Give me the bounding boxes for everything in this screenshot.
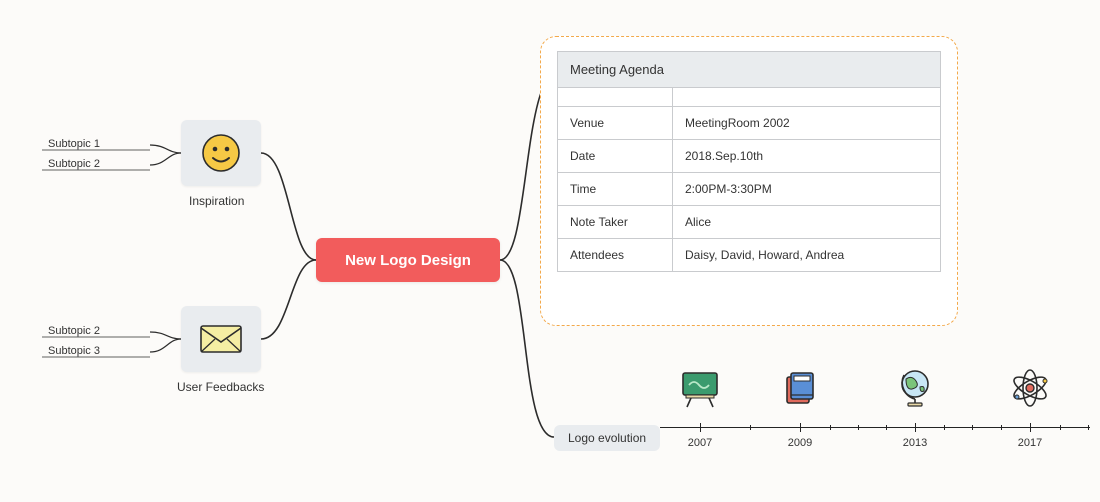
agenda-key-3: Note Taker <box>558 206 673 239</box>
agenda-key-0: Venue <box>558 107 673 140</box>
globe-icon <box>892 365 938 411</box>
envelope-icon <box>198 321 244 357</box>
timeline: 2007 2009 <box>660 355 1090 465</box>
feedbacks-subtopic-2[interactable]: Subtopic 3 <box>48 345 100 357</box>
agenda-title: Meeting Agenda <box>558 52 941 88</box>
agenda-empty-val <box>673 88 941 107</box>
inspiration-subtopic-2[interactable]: Subtopic 2 <box>48 158 100 170</box>
feedbacks-card[interactable] <box>181 306 261 372</box>
logo-evolution-pill[interactable]: Logo evolution <box>554 425 660 451</box>
inspiration-subtopic-1[interactable]: Subtopic 1 <box>48 138 100 150</box>
inspiration-label: Inspiration <box>189 194 244 208</box>
agenda-val-3: Alice <box>673 206 941 239</box>
timeline-logo-2013[interactable] <box>892 365 938 411</box>
agenda-key-4: Attendees <box>558 239 673 272</box>
timeline-year-2017: 2017 <box>1018 437 1042 449</box>
agenda-key-2: Time <box>558 173 673 206</box>
feedbacks-subtopic-1[interactable]: Subtopic 2 <box>48 325 100 337</box>
agenda-val-4: Daisy, David, Howard, Andrea <box>673 239 941 272</box>
timeline-axis <box>660 427 1090 428</box>
agenda-key-1: Date <box>558 140 673 173</box>
timeline-logo-2007[interactable] <box>677 365 723 411</box>
agenda-empty-key <box>558 88 673 107</box>
timeline-year-2007: 2007 <box>688 437 712 449</box>
agenda-table: Meeting Agenda VenueMeetingRoom 2002 Dat… <box>557 51 941 272</box>
inspiration-card[interactable] <box>181 120 261 186</box>
logo-evolution-label: Logo evolution <box>568 431 646 445</box>
timeline-logo-2017[interactable] <box>1007 365 1053 411</box>
timeline-year-2013: 2013 <box>903 437 927 449</box>
mindmap-canvas: New Logo Design Inspiration Subtopic 1 S… <box>0 0 1100 502</box>
agenda-val-0: MeetingRoom 2002 <box>673 107 941 140</box>
central-label: New Logo Design <box>345 252 471 269</box>
timeline-logo-2009[interactable] <box>777 365 823 411</box>
agenda-box[interactable]: Meeting Agenda VenueMeetingRoom 2002 Dat… <box>540 36 958 326</box>
agenda-val-1: 2018.Sep.10th <box>673 140 941 173</box>
atom-icon <box>1007 365 1053 411</box>
smiley-icon <box>200 132 242 174</box>
books-icon <box>777 365 823 411</box>
chalkboard-icon <box>677 365 723 411</box>
timeline-year-2009: 2009 <box>788 437 812 449</box>
central-node[interactable]: New Logo Design <box>316 238 500 282</box>
feedbacks-label: User Feedbacks <box>177 380 264 394</box>
timeline-tick-2013 <box>915 423 916 432</box>
agenda-val-2: 2:00PM-3:30PM <box>673 173 941 206</box>
timeline-tick-2017 <box>1030 423 1031 432</box>
timeline-tick-2007 <box>700 423 701 432</box>
timeline-tick-2009 <box>800 423 801 432</box>
